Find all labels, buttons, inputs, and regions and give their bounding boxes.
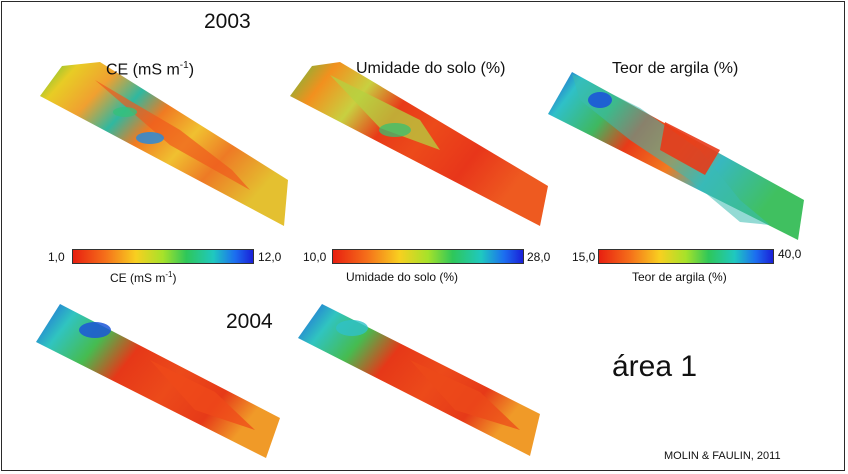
map-title-ce-sup: -1	[179, 60, 189, 71]
map-ce-2003	[40, 62, 288, 226]
scale-caption-umidade: Umidade do solo (%)	[346, 270, 459, 284]
year-label-2004: 2004	[226, 310, 273, 333]
map-umidade-2003	[290, 62, 548, 226]
map-title-ce: CE (mS m-1)	[106, 60, 194, 79]
scale-caption-ce-text: CE (mS m	[110, 271, 166, 285]
scale-caption-ce: CE (mS m-1)	[110, 270, 176, 285]
map-umidade-2004	[298, 304, 540, 456]
citation: MOLIN & FAULIN, 2011	[664, 450, 781, 462]
scale-bar-argila	[598, 249, 774, 264]
scale-bar-umidade	[332, 249, 524, 264]
scale-ce-min: 1,0	[48, 250, 65, 264]
scale-ce-max: 12,0	[258, 250, 282, 264]
area-label: área 1	[612, 350, 698, 383]
scale-umidade-min: 10,0	[303, 250, 327, 264]
scale-caption-ce-sup: -1	[165, 270, 173, 279]
map-ce-2004	[36, 304, 280, 458]
map-argila-2003	[548, 72, 804, 240]
scale-argila-min: 15,0	[572, 250, 596, 264]
map-title-ce-text: CE (mS m	[106, 61, 180, 79]
year-label-2003: 2003	[204, 10, 251, 33]
scale-caption-argila: Teor de argila (%)	[632, 270, 727, 284]
map-title-umidade: Umidade do solo (%)	[356, 60, 506, 77]
scale-umidade-max: 28,0	[527, 250, 551, 264]
map-title-argila: Teor de argila (%)	[612, 60, 739, 77]
map-title-ce-end: )	[188, 61, 195, 79]
scale-bar-ce	[72, 249, 254, 264]
scale-caption-ce-end: )	[172, 271, 177, 285]
scale-argila-max: 40,0	[778, 247, 802, 261]
